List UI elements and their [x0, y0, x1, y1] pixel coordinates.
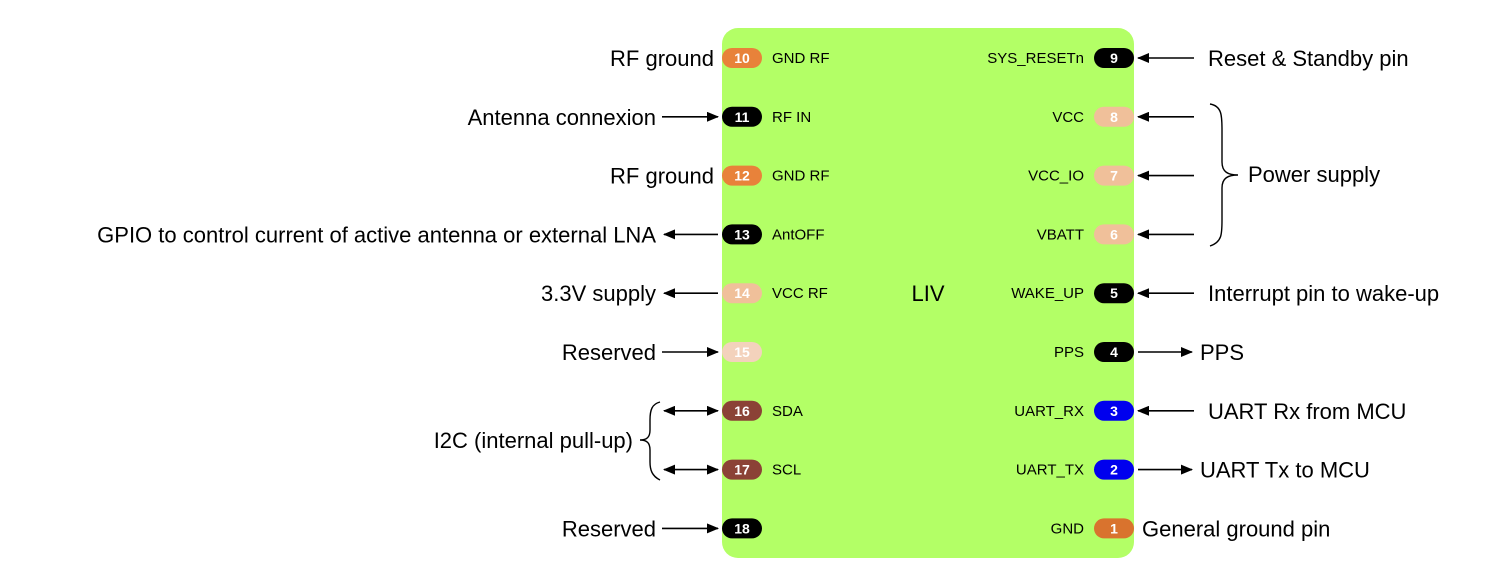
pin-2-description: UART Tx to MCU [1200, 458, 1370, 483]
power-supply-label: Power supply [1248, 162, 1380, 187]
pin-7-badge [1094, 165, 1134, 186]
i2c-label: I2C (internal pull-up) [434, 428, 633, 453]
pin-17-number: 17 [734, 462, 750, 478]
pin-6-badge [1094, 224, 1134, 245]
pin-2-number: 2 [1110, 462, 1118, 478]
pin-14-badge [722, 283, 762, 304]
pin-11-number: 11 [735, 109, 750, 125]
pin-10-badge [722, 48, 762, 68]
pin-18-description: Reserved [562, 516, 656, 541]
pin-1-number: 1 [1110, 520, 1118, 536]
pin-12-number: 12 [734, 168, 750, 184]
pin-9-description: Reset & Standby pin [1208, 46, 1409, 71]
pin-7-number: 7 [1110, 168, 1118, 184]
pin-6-name: VBATT [1037, 226, 1084, 243]
pin-9-name: SYS_RESETn [987, 50, 1084, 67]
power-supply-brace [1209, 103, 1239, 247]
pin-8-number: 8 [1110, 109, 1118, 125]
pin-15-number: 15 [734, 344, 750, 360]
pin-10-description: RF ground [610, 46, 714, 71]
pin-10-name: GND RF [772, 50, 830, 67]
chip-body [722, 28, 1134, 558]
pin-12-badge [722, 165, 762, 186]
connections-layer: RF ground Antenna connexion RF ground GPIO … [97, 46, 1439, 541]
pin-13-number: 13 [734, 226, 750, 242]
pin-4-name: PPS [1054, 344, 1084, 361]
pin-9-badge [1094, 48, 1134, 68]
pin-15-badge [722, 342, 762, 362]
pin-18-badge [722, 518, 762, 539]
pin-4-badge [1094, 342, 1134, 362]
pin-13-name: AntOFF [772, 226, 825, 243]
pin-1-description: General ground pin [1142, 516, 1330, 541]
pin-16-name: SDA [772, 403, 803, 420]
pin-4-description: PPS [1200, 340, 1244, 365]
pin-1-badge [1094, 518, 1134, 539]
pin-5-number: 5 [1110, 285, 1118, 301]
pin-5-description: Interrupt pin to wake-up [1208, 281, 1439, 306]
chip-name: LIV [911, 281, 944, 306]
pin-11-name: RF IN [772, 109, 811, 126]
pin-6-number: 6 [1110, 226, 1118, 242]
pin-14-number: 14 [734, 285, 750, 301]
pin-15-description: Reserved [562, 340, 656, 365]
pin-2-name: UART_TX [1016, 462, 1084, 479]
pin-11-badge [722, 106, 762, 127]
pin-13-description: GPIO to control current of active antenn… [97, 222, 656, 247]
pin-5-badge [1094, 283, 1134, 304]
pin-12-description: RF ground [610, 164, 714, 189]
pin-3-badge [1094, 400, 1134, 421]
pin-2-badge [1094, 459, 1134, 480]
pin-14-name: VCC RF [772, 285, 828, 302]
pin-12-name: GND RF [772, 168, 830, 185]
pin-16-number: 16 [734, 403, 750, 419]
pin-5-name: WAKE_UP [1011, 285, 1084, 302]
pin-1-name: GND [1051, 520, 1085, 537]
pin-3-name: UART_RX [1014, 403, 1084, 420]
pin-8-name: VCC [1052, 109, 1084, 126]
pin-10-number: 10 [734, 50, 750, 66]
i2c-brace [639, 401, 661, 481]
pin-18-number: 18 [734, 520, 750, 536]
pin-17-name: SCL [772, 462, 801, 479]
pin-4-number: 4 [1110, 344, 1118, 360]
pin-13-badge [722, 224, 762, 245]
pin-14-description: 3.3V supply [541, 281, 656, 306]
pin-3-number: 3 [1110, 403, 1118, 419]
pin-9-number: 9 [1110, 50, 1118, 66]
pin-17-badge [722, 459, 762, 480]
pin-8-badge [1094, 106, 1134, 127]
pin-11-description: Antenna connexion [468, 105, 656, 130]
pin-7-name: VCC_IO [1028, 168, 1084, 185]
pin-16-badge [722, 400, 762, 421]
pin-3-description: UART Rx from MCU [1208, 399, 1406, 424]
